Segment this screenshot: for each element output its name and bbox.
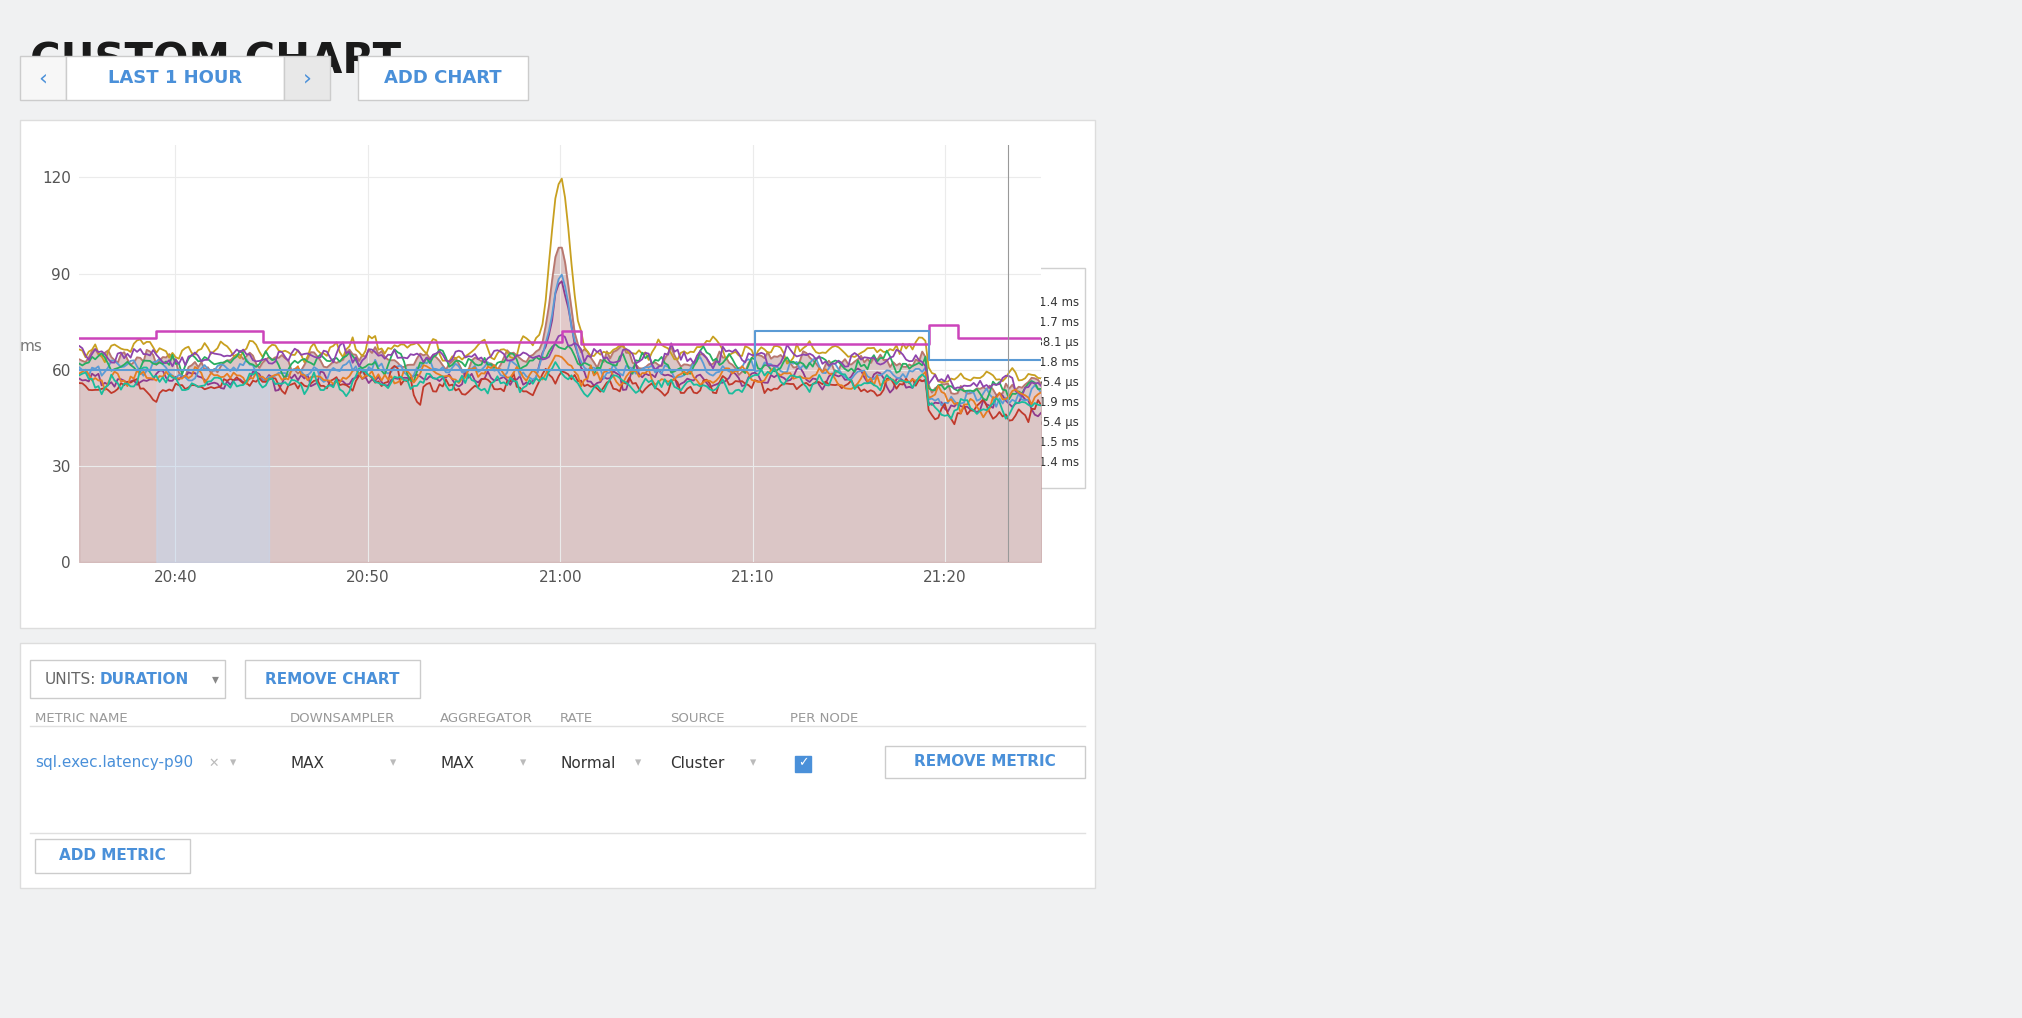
Text: REMOVE CHART: REMOVE CHART — [265, 672, 400, 686]
Text: ▾: ▾ — [212, 672, 218, 686]
Bar — [283, 56, 330, 100]
Text: 3: cr.node.sql.exec.latency-p90 (0): 3: cr.node.sql.exec.latency-p90 (0) — [801, 336, 1005, 348]
Text: ADD METRIC: ADD METRIC — [59, 848, 166, 863]
Bar — [30, 660, 224, 698]
Text: sql.exec.latency-p90: sql.exec.latency-p90 — [34, 755, 194, 771]
Text: ADD CHART: ADD CHART — [384, 69, 501, 87]
Text: REMOVE METRIC: REMOVE METRIC — [914, 754, 1055, 770]
Text: 1.5 ms: 1.5 ms — [1039, 436, 1080, 449]
Text: ▾: ▾ — [750, 756, 756, 770]
Text: 1.9 ms: 1.9 ms — [1039, 396, 1080, 408]
Text: 1.7 ms: 1.7 ms — [1039, 316, 1080, 329]
Text: MAX: MAX — [441, 755, 473, 771]
Text: ✕: ✕ — [208, 756, 218, 770]
Text: 688.1 μs: 688.1 μs — [1027, 336, 1080, 348]
Text: 2: cr.node.sql.exec.latency-p90 (0): 2: cr.node.sql.exec.latency-p90 (0) — [801, 316, 1005, 329]
Text: AGGREGATOR: AGGREGATOR — [441, 712, 534, 725]
Text: 5: cr.node.sql.exec.latency-p90 (0): 5: cr.node.sql.exec.latency-p90 (0) — [801, 376, 1005, 389]
Text: Normal: Normal — [560, 755, 615, 771]
Text: Cluster: Cluster — [669, 755, 724, 771]
Text: DOWNSAMPLER: DOWNSAMPLER — [289, 712, 394, 725]
Text: 655.4 μs: 655.4 μs — [1027, 376, 1080, 389]
Text: 8: cr.node.sql.exec.latency-p90 (0): 8: cr.node.sql.exec.latency-p90 (0) — [801, 436, 1005, 449]
Bar — [67, 56, 283, 100]
Bar — [20, 643, 1096, 888]
Bar — [358, 56, 528, 100]
Text: ▾: ▾ — [520, 756, 526, 770]
Text: DURATION: DURATION — [99, 672, 190, 686]
Text: MAX: MAX — [289, 755, 324, 771]
Bar — [795, 756, 811, 772]
Text: 655.4 μs: 655.4 μs — [1027, 415, 1080, 429]
Y-axis label: ms: ms — [20, 339, 42, 353]
Text: 6: cr.node.sql.exec.latency-p90 (0): 6: cr.node.sql.exec.latency-p90 (0) — [801, 396, 1005, 408]
Text: UNITS:: UNITS: — [44, 672, 97, 686]
Bar — [245, 660, 421, 698]
Bar — [20, 56, 67, 100]
Text: 1.8 ms: 1.8 ms — [1039, 355, 1080, 369]
Text: ▾: ▾ — [635, 756, 641, 770]
Bar — [886, 746, 1086, 778]
Text: 1: cr.node.sql.exec.latency-p90 (0): 1: cr.node.sql.exec.latency-p90 (0) — [801, 295, 1005, 308]
Text: 7: cr.node.sql.exec.latency-p90 (0): 7: cr.node.sql.exec.latency-p90 (0) — [801, 415, 1005, 429]
Text: METRIC NAME: METRIC NAME — [34, 712, 127, 725]
Bar — [20, 120, 1096, 628]
Text: ▾: ▾ — [231, 756, 237, 770]
Text: ›: › — [303, 68, 311, 88]
Text: 9: cr.node.sql.exec.latency-p90 (0): 9: cr.node.sql.exec.latency-p90 (0) — [801, 455, 1005, 468]
Text: SOURCE: SOURCE — [669, 712, 724, 725]
Text: LAST 1 HOUR: LAST 1 HOUR — [107, 69, 243, 87]
Text: 4: cr.node.sql.exec.latency-p90 (0): 4: cr.node.sql.exec.latency-p90 (0) — [801, 355, 1005, 369]
Text: ‹: ‹ — [38, 68, 47, 88]
Text: CUSTOM CHART: CUSTOM CHART — [30, 40, 400, 82]
Text: RATE: RATE — [560, 712, 592, 725]
Text: 1.4 ms: 1.4 ms — [1039, 295, 1080, 308]
Text: 21:25:00 on Apr 28th, 2019: 21:25:00 on Apr 28th, 2019 — [793, 278, 1019, 293]
Text: ✓: ✓ — [799, 756, 809, 770]
Bar — [34, 839, 190, 873]
Text: 1.4 ms: 1.4 ms — [1039, 455, 1080, 468]
Text: ▾: ▾ — [390, 756, 396, 770]
Text: PER NODE: PER NODE — [791, 712, 857, 725]
Bar — [780, 268, 1086, 488]
